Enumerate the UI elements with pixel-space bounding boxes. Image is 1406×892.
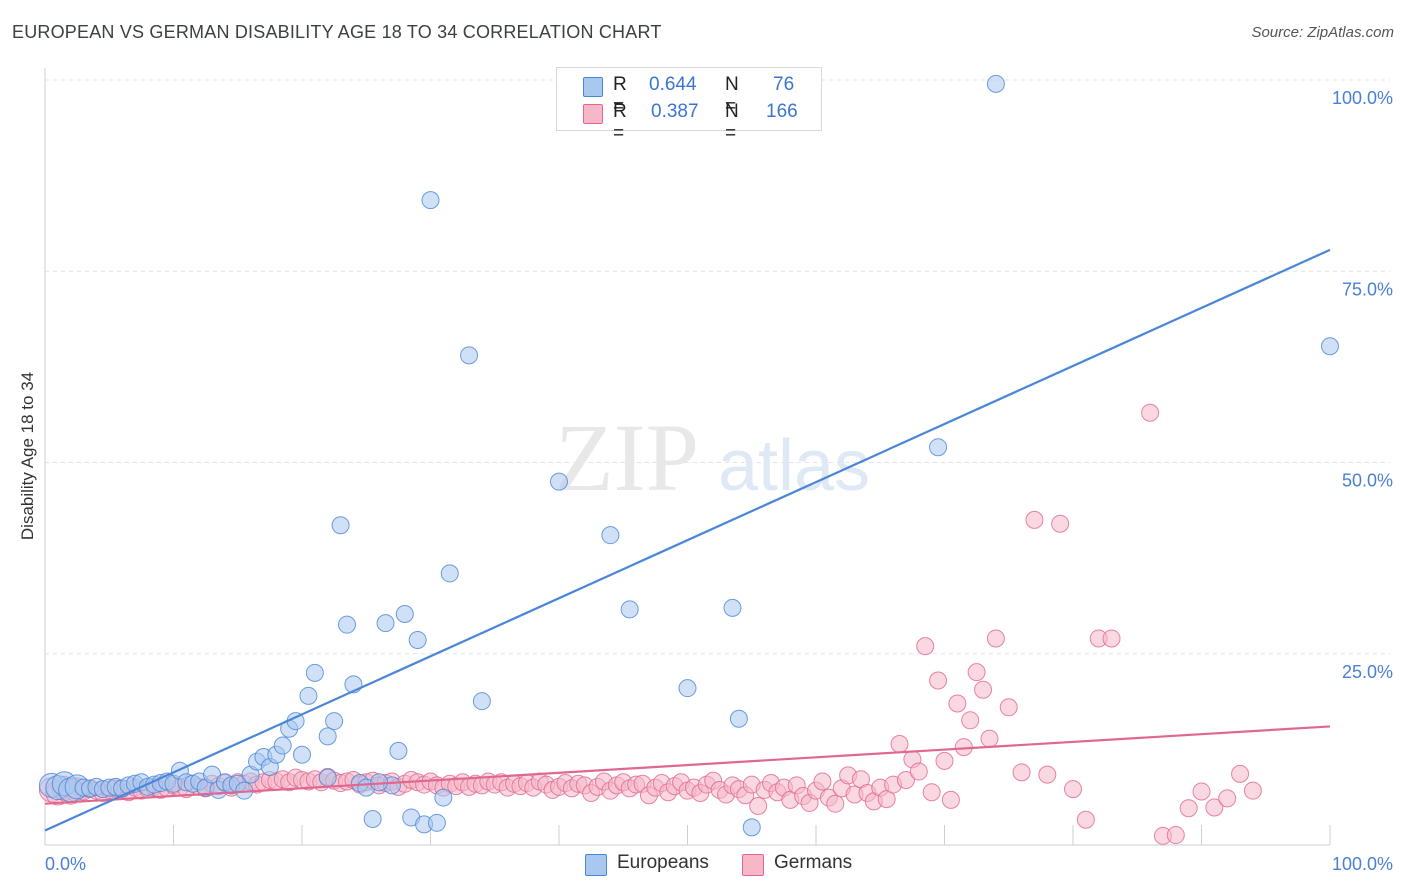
european-point-62 bbox=[472, 692, 491, 711]
german-point-151 bbox=[1038, 765, 1057, 784]
x-tick-label-1: 100.0% bbox=[1332, 854, 1393, 874]
n-label: N = bbox=[725, 74, 739, 117]
n-value: 166 bbox=[766, 101, 798, 122]
y-tick-label-0: 25.0% bbox=[1342, 662, 1393, 682]
european-point-55 bbox=[408, 630, 427, 649]
german-point-139 bbox=[935, 751, 954, 770]
german-point-110 bbox=[749, 796, 768, 815]
trend-lines bbox=[44, 248, 1331, 832]
german-point-159 bbox=[1166, 826, 1185, 845]
european-point-43 bbox=[325, 712, 344, 731]
european-point-45 bbox=[337, 615, 356, 634]
european-point-40 bbox=[299, 686, 318, 705]
german-point-157 bbox=[1141, 403, 1160, 422]
european-point-57 bbox=[421, 191, 440, 210]
german-point-163 bbox=[1218, 789, 1237, 808]
n-value: 76 bbox=[773, 74, 795, 95]
germans-swatch bbox=[583, 104, 603, 124]
german-point-132 bbox=[890, 735, 909, 754]
european-point-66 bbox=[678, 679, 697, 698]
european-point-73 bbox=[1321, 337, 1339, 356]
r-label: R = bbox=[613, 74, 627, 117]
european-point-69 bbox=[742, 818, 761, 837]
german-point-156 bbox=[1102, 629, 1121, 648]
europeans-swatch bbox=[583, 77, 603, 97]
german-point-136 bbox=[916, 637, 935, 656]
source-label: Source: ZipAtlas.com bbox=[1251, 24, 1394, 41]
german-point-164 bbox=[1231, 764, 1250, 783]
european-point-44 bbox=[331, 516, 350, 535]
german-point-153 bbox=[1064, 780, 1082, 799]
german-point-133 bbox=[896, 770, 915, 789]
german-point-147 bbox=[986, 629, 1005, 648]
european-point-39 bbox=[293, 745, 311, 764]
european-point-41 bbox=[305, 663, 324, 682]
german-trend-line bbox=[44, 725, 1331, 805]
european-point-59 bbox=[434, 788, 453, 807]
german-point-152 bbox=[1051, 514, 1070, 533]
european-point-61 bbox=[460, 346, 479, 365]
german-point-135 bbox=[909, 762, 928, 781]
watermark: ZIP atlas bbox=[555, 404, 870, 511]
european-point-42 bbox=[318, 768, 337, 787]
european-point-71 bbox=[929, 438, 948, 457]
european-point-65 bbox=[620, 600, 639, 619]
european-point-72 bbox=[986, 74, 1005, 93]
grid-lines bbox=[45, 79, 1390, 655]
watermark-zip: ZIP bbox=[555, 404, 699, 511]
german-point-138 bbox=[929, 671, 948, 690]
european-point-52 bbox=[389, 741, 408, 760]
european-point-58 bbox=[427, 813, 446, 832]
r-value: 0.387 bbox=[651, 101, 699, 122]
germans-legend-label: Germans bbox=[774, 852, 853, 873]
german-point-154 bbox=[1076, 810, 1095, 829]
watermark-atlas: atlas bbox=[718, 426, 870, 506]
tick-labels: 25.0% 50.0% 75.0% 100.0% 0.0% 100.0% bbox=[45, 88, 1393, 874]
german-point-165 bbox=[1243, 781, 1262, 800]
european-point-60 bbox=[440, 564, 459, 583]
german-point-149 bbox=[1012, 763, 1031, 782]
r-label: R = bbox=[613, 101, 627, 144]
german-point-162 bbox=[1205, 798, 1224, 817]
german-point-161 bbox=[1192, 782, 1211, 801]
european-point-74 bbox=[318, 727, 337, 746]
chart-title: EUROPEAN VS GERMAN DISABILITY AGE 18 TO … bbox=[12, 22, 662, 42]
german-point-122 bbox=[826, 794, 845, 813]
german-point-140 bbox=[941, 790, 960, 809]
german-point-148 bbox=[999, 698, 1018, 717]
y-tick-label-1: 50.0% bbox=[1342, 471, 1393, 491]
x-tick-label-0: 0.0% bbox=[45, 854, 86, 874]
europeans-legend-label: Europeans bbox=[617, 852, 709, 873]
german-point-160 bbox=[1179, 799, 1198, 818]
european-point-63 bbox=[550, 472, 568, 491]
european-point-49 bbox=[363, 809, 382, 828]
german-point-137 bbox=[922, 783, 941, 802]
european-point-50 bbox=[376, 614, 395, 633]
germans-legend-swatch bbox=[742, 854, 764, 876]
german-point-150 bbox=[1025, 510, 1044, 529]
german-point-120 bbox=[813, 772, 832, 791]
european-point-64 bbox=[601, 526, 620, 545]
european-point-53 bbox=[395, 604, 414, 623]
y-tick-label-2: 75.0% bbox=[1342, 279, 1393, 299]
german-point-141 bbox=[948, 694, 967, 713]
europeans-points bbox=[38, 74, 1339, 837]
german-point-146 bbox=[980, 729, 999, 748]
european-point-36 bbox=[273, 736, 292, 755]
r-value: 0.644 bbox=[649, 74, 697, 95]
europeans-legend-swatch bbox=[585, 854, 607, 876]
european-point-68 bbox=[729, 709, 748, 728]
german-point-145 bbox=[974, 680, 993, 699]
stats-legend: R = 0.644 N = 76 R = 0.387 N = 166 bbox=[556, 67, 822, 144]
series-legend: Europeans Germans bbox=[0, 852, 1406, 878]
y-tick-label-3: 100.0% bbox=[1332, 88, 1393, 108]
european-trend-line bbox=[44, 248, 1331, 832]
german-point-143 bbox=[961, 711, 980, 730]
n-label: N = bbox=[725, 101, 739, 144]
european-point-67 bbox=[723, 598, 742, 617]
german-point-144 bbox=[967, 663, 986, 682]
